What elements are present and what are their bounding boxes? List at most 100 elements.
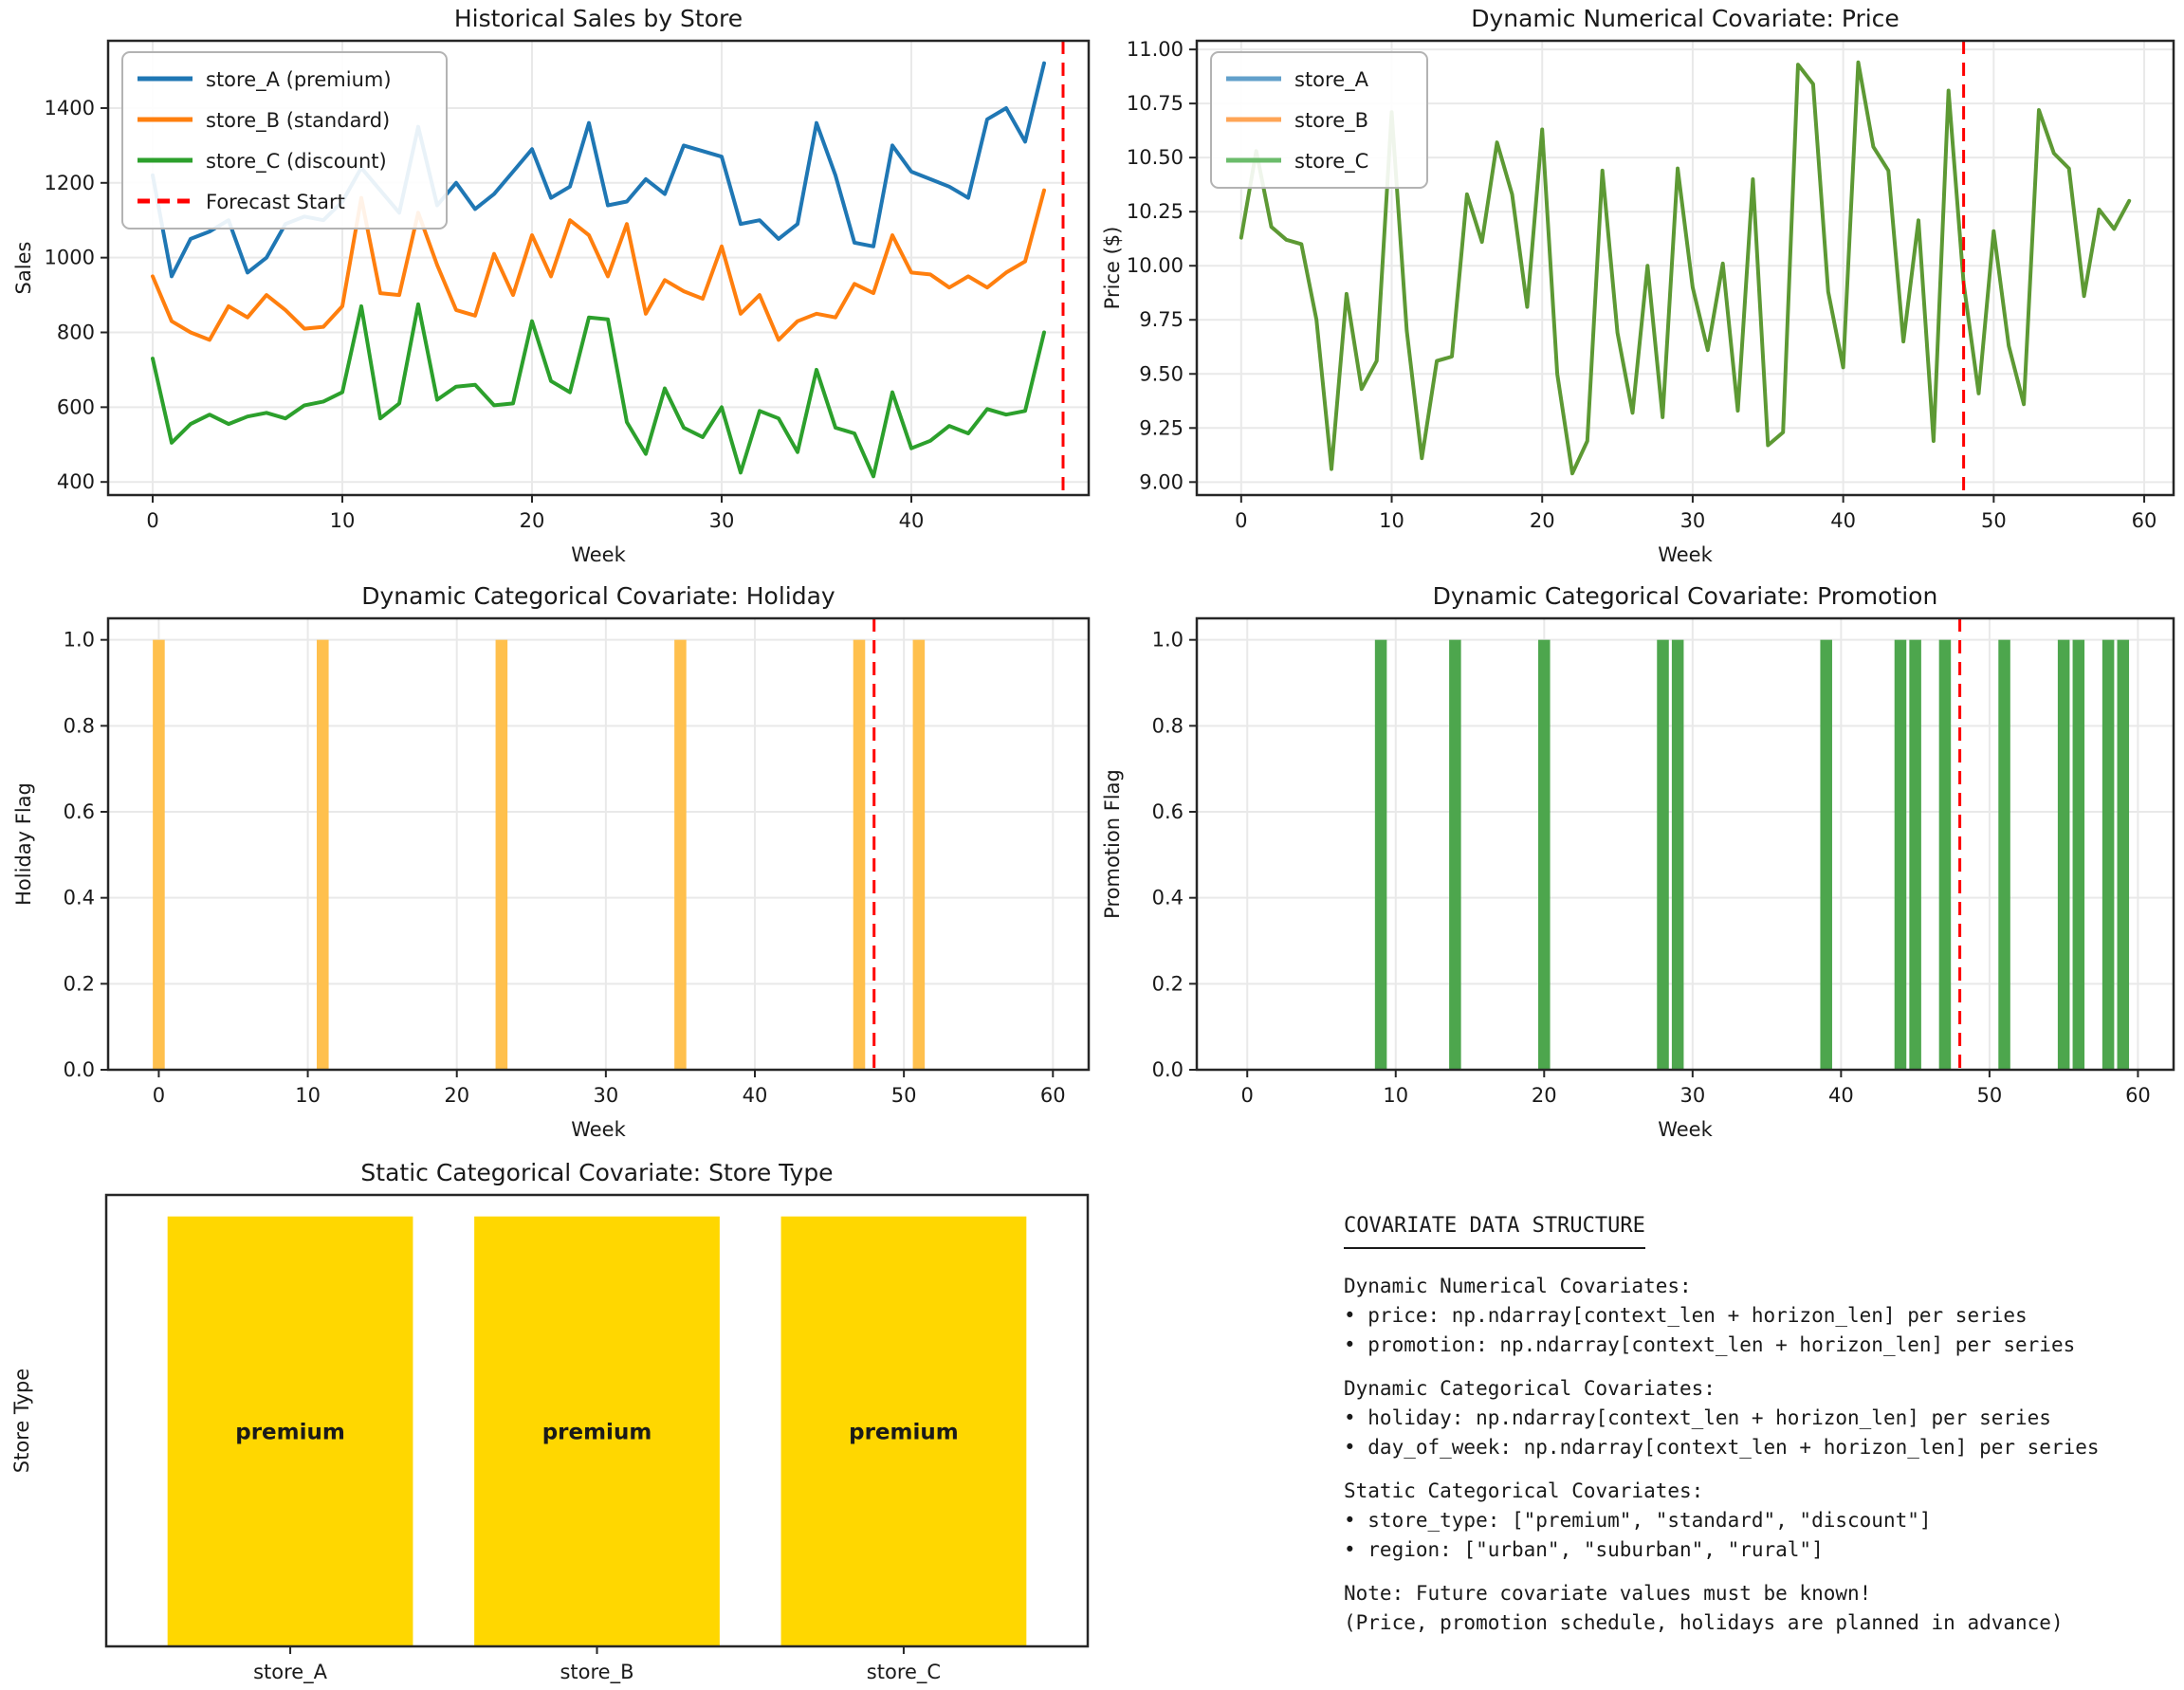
store_type-ylabel: Store Type <box>10 1369 33 1473</box>
store_type-xtick-store_B: store_B <box>560 1661 633 1684</box>
covariate-structure-lines: Dynamic Numerical Covariates: • price: np… <box>1344 1272 2178 1638</box>
holiday-ytick-0.8: 0.8 <box>64 714 95 737</box>
holiday-title: Dynamic Categorical Covariate: Holiday <box>361 582 835 610</box>
sales-legend-label-3: Forecast Start <box>206 191 345 213</box>
promotion-bar-week-59 <box>2117 639 2130 1070</box>
promotion-xtick-40: 40 <box>1828 1084 1854 1107</box>
price-xtick-10: 10 <box>1379 509 1404 532</box>
store_type-xtick-store_A: store_A <box>253 1661 328 1684</box>
text-line: • promotion: np.ndarray[context_len + ho… <box>1344 1333 2076 1356</box>
store_type-xtick-store_C: store_C <box>867 1661 941 1684</box>
price-ytick-9.25: 9.25 <box>1139 416 1184 439</box>
promotion-chart: 0 10 20 30 40 50 60 0.0 0.2 0.4 0.6 0.8 1.0 Dynamic C… <box>1101 582 2175 1141</box>
text-line: • price: np.ndarray[context_len + horizo… <box>1344 1304 2028 1327</box>
price-ytick-9.5: 9.50 <box>1139 362 1184 385</box>
sales-xtick-20: 20 <box>520 509 545 532</box>
sales-series-store_cdiscount <box>151 302 1046 479</box>
sales-xtick-30: 30 <box>709 509 735 532</box>
sales-ytick-400: 400 <box>57 470 95 493</box>
price-xtick-20: 20 <box>1530 509 1555 532</box>
holiday-plot-border <box>106 616 1091 1072</box>
promotion-bar-week-56 <box>2072 639 2085 1070</box>
text-blank-line <box>1344 1462 2178 1477</box>
promotion-bar-week-28 <box>1657 639 1669 1070</box>
price-plot-border <box>1195 39 2175 497</box>
sales-chart: 0 10 20 30 40 400 600 800 1000 1200 1400 Historical… <box>12 5 1091 566</box>
price-ytick-11: 11.00 <box>1127 38 1184 61</box>
promotion-xtick-50: 50 <box>1977 1084 2003 1107</box>
covariate-structure-note: COVARIATE DATA STRUCTURE Dynamic Numeric… <box>1344 1214 2178 1638</box>
sales-plot-border <box>106 39 1091 497</box>
price-legend-label-2: store_C <box>1294 150 1368 174</box>
sales-legend: store_A (premium) store_B (standard) store… <box>121 51 448 230</box>
sales-ylabel: Sales <box>12 242 35 295</box>
promotion-xlabel: Week <box>1658 1118 1713 1141</box>
sales-series-store_bstandard <box>151 188 1046 342</box>
promotion-ytick-1: 1.0 <box>1152 629 1184 652</box>
price-ytick-10.75: 10.75 <box>1127 92 1184 115</box>
price-xtick-0: 0 <box>1235 509 1247 532</box>
promotion-bar-week-9 <box>1374 639 1387 1070</box>
store_type-bar-label-store_A: premium <box>235 1420 345 1444</box>
price-xtick-40: 40 <box>1830 509 1856 532</box>
store_type-bar-label-store_C: premium <box>849 1420 959 1444</box>
price-ytick-10.25: 10.25 <box>1127 200 1184 223</box>
holiday-chart: 0 10 20 30 40 50 60 0.0 0.2 0.4 0.6 0.8 1.0 Dynamic C… <box>12 582 1091 1141</box>
price-ytick-9.75: 9.75 <box>1139 308 1184 331</box>
promotion-xtick-0: 0 <box>1241 1084 1254 1107</box>
holiday-bar-week-47 <box>853 639 866 1070</box>
holiday-ytick-0: 0.0 <box>64 1058 95 1081</box>
store_type-chart: premium premium premium store_A store_B store… <box>10 1159 1090 1684</box>
text-line: Note: Future covariate values must be kn… <box>1344 1582 1872 1605</box>
promotion-bar-week-44 <box>1894 639 1907 1070</box>
holiday-bar-week-11 <box>317 639 329 1070</box>
holiday-bar-week-0 <box>153 639 165 1070</box>
holiday-xtick-40: 40 <box>743 1084 768 1107</box>
sales-ytick-1200: 1200 <box>45 172 95 194</box>
holiday-xlabel: Week <box>571 1118 626 1141</box>
sales-ytick-1000: 1000 <box>45 247 95 269</box>
promotion-bar-week-55 <box>2057 639 2070 1070</box>
store_type-bar-store_B <box>474 1216 720 1646</box>
sales-xlabel: Week <box>571 543 626 566</box>
sales-legend-label-1: store_B (standard) <box>206 109 390 133</box>
promotion-bar-week-29 <box>1671 639 1684 1070</box>
promotion-bar-week-51 <box>1998 639 2010 1070</box>
text-blank-line <box>1344 1360 2178 1374</box>
promotion-ytick-0: 0.0 <box>1152 1058 1184 1081</box>
price-legend: store_A store_B store_C <box>1210 51 1428 189</box>
holiday-xtick-50: 50 <box>891 1084 917 1107</box>
holiday-ylabel: Holiday Flag <box>12 782 35 906</box>
promotion-bar-week-14 <box>1449 639 1461 1070</box>
sales-xtick-0: 0 <box>146 509 158 532</box>
text-line: (Price, promotion schedule, holidays are… <box>1344 1611 2064 1634</box>
promotion-bar-week-20 <box>1538 639 1551 1070</box>
sales-ytick-600: 600 <box>57 395 95 418</box>
holiday-xtick-10: 10 <box>295 1084 321 1107</box>
price-legend-label-0: store_A <box>1294 68 1369 92</box>
text-line: • holiday: np.ndarray[context_len + hori… <box>1344 1406 2051 1429</box>
sales-xtick-10: 10 <box>330 509 356 532</box>
holiday-ytick-1: 1.0 <box>64 629 95 652</box>
holiday-ytick-0.4: 0.4 <box>64 887 95 909</box>
text-line: • day_of_week: np.ndarray[context_len + … <box>1344 1436 2100 1459</box>
covariate-structure-title: COVARIATE DATA STRUCTURE <box>1344 1214 1645 1249</box>
promotion-bar-week-39 <box>1820 639 1832 1070</box>
holiday-ytick-0.6: 0.6 <box>64 800 95 823</box>
price-ytick-10: 10.00 <box>1127 254 1184 277</box>
holiday-xtick-60: 60 <box>1040 1084 1066 1107</box>
store_type-bar-store_A <box>167 1216 413 1646</box>
price-xtick-30: 30 <box>1680 509 1706 532</box>
promotion-xtick-30: 30 <box>1679 1084 1705 1107</box>
promotion-xtick-10: 10 <box>1383 1084 1408 1107</box>
store_type-bar-label-store_B: premium <box>542 1420 652 1444</box>
text-line: • region: ["urban", "suburban", "rural"] <box>1344 1538 1824 1561</box>
price-xlabel: Week <box>1658 543 1713 566</box>
price-chart: 0 10 20 30 40 50 60 9.00 9.25 9.50 9.75 10.00 10.25 1… <box>1101 5 2175 566</box>
promotion-xtick-60: 60 <box>2125 1084 2151 1107</box>
promotion-ytick-0.4: 0.4 <box>1152 887 1184 909</box>
promotion-xtick-20: 20 <box>1532 1084 1557 1107</box>
promotion-ytick-0.8: 0.8 <box>1152 714 1184 737</box>
sales-ytick-800: 800 <box>57 321 95 344</box>
